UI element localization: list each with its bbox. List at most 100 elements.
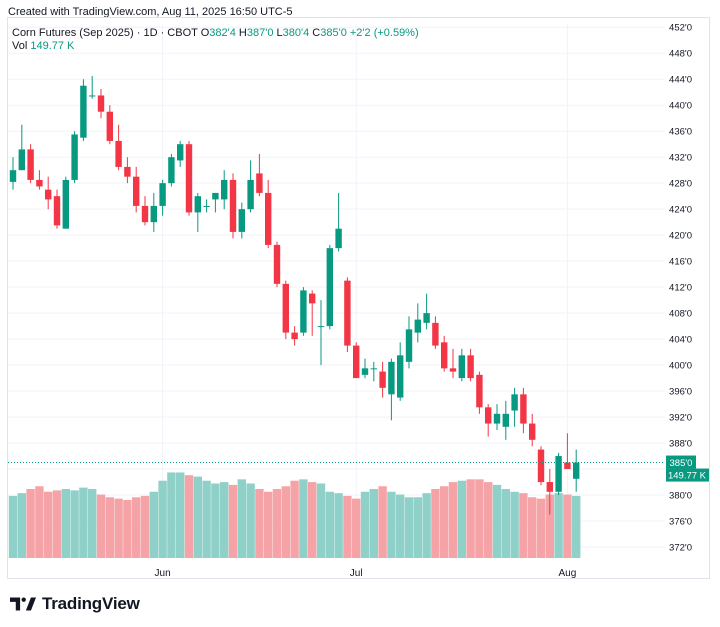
tradingview-brand: TradingView xyxy=(10,594,140,614)
candle-body xyxy=(414,319,421,333)
candle-body xyxy=(546,482,553,492)
candle-body xyxy=(168,157,175,184)
volume-bar xyxy=(404,497,414,558)
volume-bar xyxy=(316,483,326,558)
candle-body xyxy=(133,176,140,206)
high-value: 387'0 xyxy=(246,27,274,39)
volume-bar xyxy=(211,483,220,558)
volume-bar xyxy=(545,494,554,558)
y-tick-label: 448'0 xyxy=(669,49,692,60)
volume-bar xyxy=(448,482,458,558)
volume-bar xyxy=(176,472,185,558)
candle-body xyxy=(27,149,34,180)
volume-bar xyxy=(413,497,422,558)
volume-bar xyxy=(440,486,449,558)
volume-bar xyxy=(369,489,378,558)
volume-bar xyxy=(26,489,35,558)
candle-body xyxy=(273,244,281,284)
candle-body xyxy=(458,355,465,379)
volume-bar xyxy=(140,495,150,558)
volume-bar xyxy=(281,486,290,558)
candle-body xyxy=(89,95,96,97)
volume-legend: Vol 149.77 K xyxy=(12,40,74,52)
volume-bar xyxy=(158,480,167,558)
candle-body xyxy=(53,196,61,226)
candle-body xyxy=(361,368,369,375)
volume-bar xyxy=(299,479,308,558)
candle-body xyxy=(564,462,571,470)
y-tick-label: 412'0 xyxy=(669,283,692,294)
candle-body xyxy=(265,192,272,245)
volume-bar xyxy=(184,475,194,558)
candle-body xyxy=(194,196,201,213)
candle-body xyxy=(353,345,360,379)
volume-bar xyxy=(466,479,475,558)
volume-bar xyxy=(255,489,264,558)
volume-bar xyxy=(378,486,387,558)
y-tick-label: 388'0 xyxy=(669,439,692,450)
volume-bar xyxy=(396,494,405,558)
candle-body xyxy=(511,394,518,411)
volume-bar xyxy=(79,487,88,558)
symbol-title: Corn Futures (Sep 2025) · 1D · CBOT xyxy=(12,27,198,39)
volume-bar xyxy=(572,495,581,558)
candle-body xyxy=(520,394,527,424)
volume-bar xyxy=(44,491,53,558)
candle-body xyxy=(45,189,52,200)
candle-body xyxy=(537,449,545,483)
candle-body xyxy=(106,111,113,141)
volume-bar xyxy=(554,493,563,558)
candle-body xyxy=(9,170,17,182)
volume-bar xyxy=(475,479,484,558)
last-price-tag xyxy=(666,455,696,469)
volume-bar xyxy=(431,489,440,558)
volume-bar xyxy=(35,486,44,558)
y-tick-label: 436'0 xyxy=(669,127,692,138)
candle-body xyxy=(370,368,377,370)
candle-body xyxy=(432,322,439,346)
high-label: H xyxy=(238,27,247,39)
candle-body xyxy=(150,205,157,223)
y-tick-label: 416'0 xyxy=(669,257,692,268)
candle-body xyxy=(379,371,386,388)
volume-bar xyxy=(510,491,519,558)
candle-body xyxy=(256,173,263,193)
volume-bar xyxy=(220,482,229,558)
volume-bar xyxy=(457,480,466,558)
close-value: 385'0 xyxy=(320,27,347,39)
volume-bar xyxy=(70,490,79,558)
candle-body xyxy=(141,205,149,223)
candle-body xyxy=(493,413,501,424)
candle-body xyxy=(300,290,307,333)
volume-bar xyxy=(193,476,202,558)
volume-bar xyxy=(492,484,502,558)
candle-body xyxy=(291,332,298,340)
volume-bar xyxy=(352,498,361,558)
candle-body xyxy=(124,166,131,177)
volume-bar xyxy=(343,495,352,558)
volume-bar xyxy=(528,497,537,558)
y-tick-label: 432'0 xyxy=(669,153,692,164)
candle-body xyxy=(441,342,448,369)
volume-bar xyxy=(563,494,572,558)
volume-bar xyxy=(290,480,299,558)
candle-body xyxy=(335,228,342,249)
candle-body xyxy=(326,248,333,327)
candle-body xyxy=(397,355,404,398)
candle-body xyxy=(18,149,25,171)
candle-body xyxy=(449,368,457,372)
tradingview-wordmark: TradingView xyxy=(42,594,140,613)
candle-body xyxy=(282,283,289,333)
chart-frame xyxy=(7,17,710,579)
volume-bar xyxy=(519,493,528,558)
chart-legend: Corn Futures (Sep 2025) · 1D · CBOT O382… xyxy=(12,26,419,40)
x-tick-label: Jul xyxy=(350,568,363,579)
y-tick-label: 408'0 xyxy=(669,309,692,320)
volume-bar xyxy=(114,498,123,558)
candle-body xyxy=(344,280,351,346)
volume-bar xyxy=(17,493,26,558)
open-value: 382'4 xyxy=(209,27,236,39)
volume-bar xyxy=(132,497,141,558)
volume-bar xyxy=(501,489,510,558)
